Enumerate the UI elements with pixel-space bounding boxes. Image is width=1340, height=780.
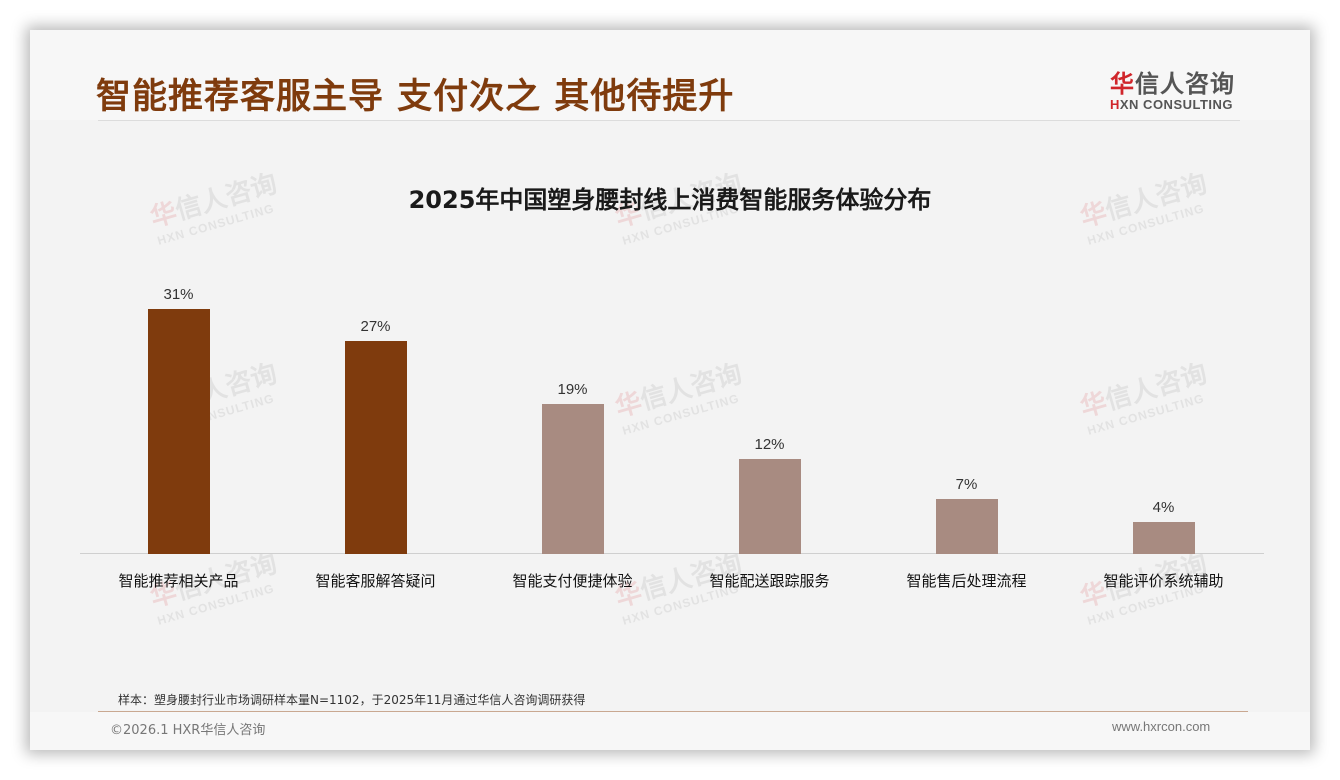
logo-cn-rest: 信人咨询: [1135, 70, 1235, 98]
x-axis-baseline: [80, 553, 1264, 554]
bar-value-label: 27%: [360, 318, 391, 335]
bar-group: 31%: [80, 270, 277, 554]
logo-en-rest: XN CONSULTING: [1119, 97, 1234, 112]
category-label: 智能配送跟踪服务: [709, 572, 830, 590]
category-label: 智能支付便捷体验: [512, 572, 633, 590]
bar-group: 12%: [671, 270, 868, 554]
bar: [542, 404, 604, 554]
bar: [345, 341, 407, 554]
bar-value-label: 7%: [955, 476, 978, 493]
logo-hua-char: 华: [1110, 70, 1135, 98]
footer: [30, 712, 1310, 750]
company-logo: 华信人咨询 HXN CONSULTING: [1110, 64, 1250, 112]
bar-group: 4%: [1065, 270, 1262, 554]
footer-divider: [98, 711, 1248, 712]
category-label: 智能评价系统辅助: [1103, 572, 1224, 590]
category-label: 智能售后处理流程: [906, 572, 1027, 590]
website-link[interactable]: www.hxrcon.com: [1112, 719, 1211, 734]
header-divider: [98, 120, 1240, 121]
logo-english: HXN CONSULTING: [1110, 97, 1250, 112]
bar: [148, 309, 210, 554]
logo-chinese: 华信人咨询: [1110, 64, 1250, 99]
page-title: 智能推荐客服主导 支付次之 其他待提升: [96, 77, 735, 117]
bar: [1133, 522, 1195, 554]
bar: [936, 499, 998, 554]
bar-group: 19%: [474, 270, 671, 554]
bar-group: 27%: [277, 270, 474, 554]
sample-footnote: 样本：塑身腰封行业市场调研样本量N=1102，于2025年11月通过华信人咨询调…: [118, 693, 586, 707]
chart-title: 2025年中国塑身腰封线上消费智能服务体验分布: [408, 186, 932, 214]
bar: [739, 459, 801, 554]
slide: 智能推荐客服主导 支付次之 其他待提升 华信人咨询 HXN CONSULTING…: [30, 30, 1310, 750]
copyright-text: ©2026.1 HXR华信人咨询: [110, 723, 266, 738]
bar-value-label: 19%: [557, 381, 588, 398]
logo-h-char: H: [1110, 97, 1120, 112]
category-label: 智能客服解答疑问: [315, 572, 436, 590]
bar-value-label: 31%: [163, 286, 194, 303]
bar-value-label: 4%: [1152, 499, 1175, 516]
category-label: 智能推荐相关产品: [118, 572, 239, 590]
bar-chart-plot: 31% 27% 19% 12% 7% 4%: [80, 270, 1264, 554]
bar-value-label: 12%: [754, 436, 785, 453]
bar-group: 7%: [868, 270, 1065, 554]
header: [30, 30, 1310, 120]
